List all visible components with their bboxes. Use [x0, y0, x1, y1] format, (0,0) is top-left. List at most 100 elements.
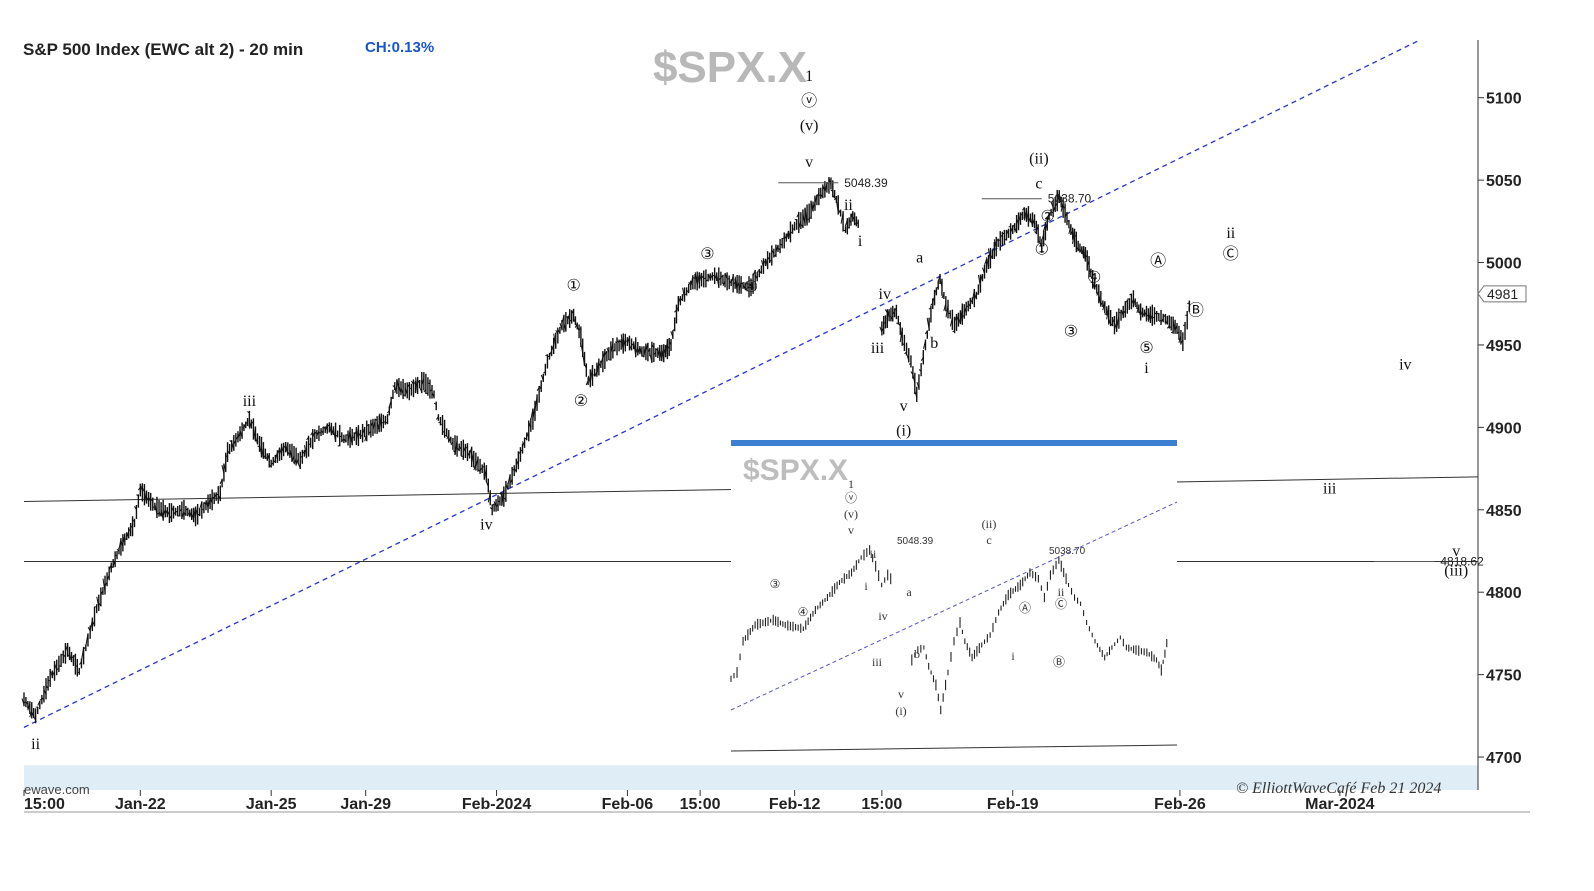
- price-bar-tick: [1127, 298, 1130, 300]
- price-bar-tick: [495, 503, 499, 508]
- y-tick-label: 4900: [1486, 420, 1522, 437]
- price-bar-tick: [219, 479, 223, 485]
- price-bar-tick: [43, 689, 47, 695]
- price-bar-tick: [327, 424, 330, 427]
- inset-wave-label: Ⓒ: [1055, 597, 1067, 611]
- price-bar-tick: [1044, 222, 1048, 230]
- price-bar-tick: [209, 497, 213, 504]
- price-bar-tick: [682, 287, 686, 298]
- price-bar-tick: [173, 511, 177, 515]
- price-bar-tick: [1154, 312, 1157, 315]
- price-bar-tick: [1088, 269, 1092, 274]
- price-bar-tick: [137, 487, 141, 491]
- price-bar-tick: [303, 445, 307, 457]
- price-bar-tick: [272, 459, 276, 463]
- price-bar-tick: [912, 374, 916, 384]
- inset-wave-label: Ⓐ: [1019, 601, 1031, 615]
- price-bar-tick: [771, 249, 775, 254]
- price-bar-tick: [614, 341, 618, 344]
- inset-wave-label: ii: [1058, 585, 1065, 599]
- price-bar-tick: [1039, 242, 1043, 249]
- inset-wave-label: ii: [870, 547, 877, 561]
- price-bar-tick: [1110, 323, 1113, 326]
- price-bar-tick: [388, 400, 392, 408]
- price-bar-tick: [672, 328, 676, 332]
- price-bar-tick: [231, 442, 235, 451]
- price-bar-tick: [707, 274, 711, 280]
- price-bar-tick: [892, 311, 895, 315]
- price-bar-tick: [187, 512, 191, 515]
- price-bar-tick: [580, 342, 584, 353]
- wave-label: ③: [1064, 324, 1078, 341]
- price-bar-tick: [442, 431, 445, 433]
- price-bar-tick: [279, 447, 283, 455]
- price-bar-tick: [251, 421, 254, 424]
- price-bar-tick: [237, 432, 241, 439]
- price-bar-tick: [1006, 229, 1010, 235]
- price-bar-tick: [1079, 248, 1083, 253]
- price-bar-tick: [680, 298, 683, 301]
- price-bar-tick: [205, 499, 209, 508]
- price-bar-tick: [98, 602, 102, 606]
- price-bar-tick: [386, 410, 390, 414]
- wave-label: i: [1144, 360, 1149, 377]
- price-bar-tick: [574, 323, 578, 328]
- price-bar-tick: [456, 447, 460, 451]
- price-bar-tick: [886, 309, 890, 320]
- price-bar-tick: [300, 455, 303, 458]
- wave-label: (iii): [1444, 563, 1468, 580]
- wave-label: (v): [800, 118, 819, 135]
- price-bar-tick: [670, 331, 674, 338]
- price-bar-tick: [473, 464, 477, 471]
- price-bar-tick: [63, 654, 66, 658]
- wave-label: (ii): [1029, 151, 1049, 168]
- price-bar-tick: [666, 346, 670, 350]
- level-label: 4818.62: [1440, 555, 1484, 569]
- price-bar-tick: [349, 433, 353, 446]
- price-bar-tick: [1164, 320, 1168, 325]
- price-bar-tick: [710, 273, 713, 279]
- price-bar-tick: [690, 275, 694, 287]
- price-bar-tick: [415, 377, 419, 394]
- price-bar-tick: [274, 452, 278, 460]
- price-bar-tick: [583, 364, 587, 369]
- price-bar-tick: [65, 645, 69, 651]
- price-bar-tick: [971, 290, 975, 302]
- price-bar-tick: [724, 272, 728, 280]
- price-bar-tick: [1170, 331, 1174, 334]
- price-bar-tick: [1070, 230, 1074, 235]
- price-bar-tick: [392, 385, 396, 388]
- price-bar-tick: [726, 277, 730, 280]
- price-bar-tick: [487, 492, 491, 503]
- price-bar-tick: [166, 510, 170, 516]
- y-tick-label: 4850: [1486, 503, 1522, 520]
- wave-label: ⓥ: [801, 92, 817, 110]
- price-bar-tick: [639, 346, 643, 356]
- price-bar-tick: [158, 511, 162, 517]
- price-bar-tick: [79, 661, 82, 665]
- price-bar-tick: [324, 423, 328, 432]
- price-bar-tick: [910, 371, 914, 375]
- price-bar-tick: [932, 296, 936, 303]
- price-bar-tick: [1122, 310, 1126, 314]
- price-bar-tick: [213, 493, 217, 498]
- x-tick-label: Feb-19: [987, 796, 1039, 813]
- price-bar-tick: [471, 452, 475, 465]
- price-bar-tick: [906, 353, 910, 361]
- price-bar-tick: [409, 387, 412, 390]
- price-bar-tick: [742, 284, 746, 289]
- price-bar-tick: [69, 654, 72, 661]
- price-bar-tick: [248, 420, 252, 429]
- price-bar-tick: [83, 646, 87, 650]
- price-bar-tick: [635, 347, 639, 354]
- price-bar-tick: [561, 315, 565, 324]
- price-bar-tick: [56, 667, 60, 671]
- price-bar-tick: [1166, 325, 1170, 329]
- price-bar-tick: [838, 209, 842, 215]
- price-bar-tick: [507, 474, 511, 484]
- price-bar-tick: [596, 360, 600, 376]
- price-bar-tick: [1090, 281, 1093, 284]
- price-bar-tick: [1130, 299, 1134, 305]
- inset-wave-label: v: [898, 687, 904, 701]
